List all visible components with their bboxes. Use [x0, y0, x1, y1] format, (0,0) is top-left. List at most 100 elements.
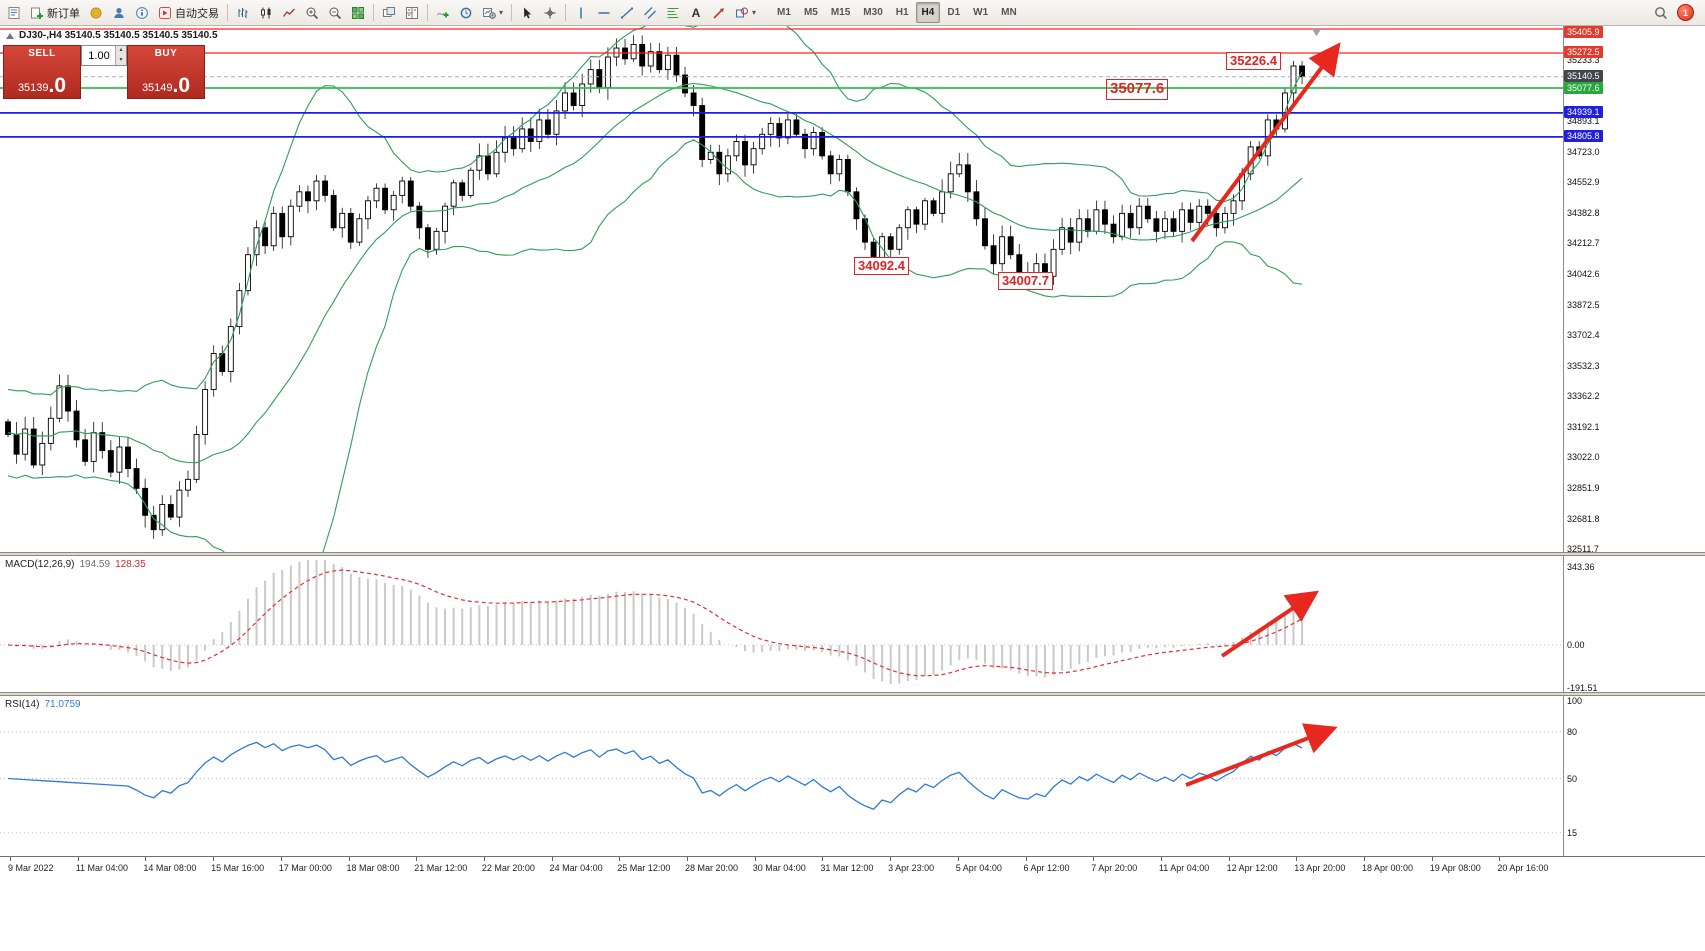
price-axis-tick: 34212.7 [1567, 238, 1600, 249]
line-chart-icon [282, 8, 295, 17]
price-axis-tick: 35233.3 [1567, 55, 1600, 66]
time-axis-tick [1296, 857, 1298, 861]
time-axis-tick [551, 857, 553, 861]
shapes-tool-button[interactable]: ▾ [731, 1, 760, 24]
price-annotation[interactable]: 34092.4 [854, 257, 909, 276]
toolbar-separator [427, 4, 428, 21]
crosshair-icon [544, 7, 556, 18]
candlestick-chart-button[interactable] [255, 1, 277, 24]
profile-button[interactable] [108, 1, 130, 24]
timeframe-h1[interactable]: H1 [895, 7, 909, 18]
report-button[interactable] [3, 1, 25, 24]
horizontal-line-tool-button[interactable] [593, 1, 615, 24]
timeframe-m5[interactable]: M5 [803, 7, 818, 18]
time-axis-tick [483, 857, 485, 861]
new-order-icon [31, 7, 43, 19]
zoom-out-icon [329, 7, 342, 19]
notification-badge[interactable]: 1 [1677, 4, 1694, 21]
timeframe-m1[interactable]: M1 [777, 7, 791, 18]
cursor-tool-button[interactable] [516, 1, 538, 24]
time-axis-label: 21 Mar 12:00 [414, 863, 468, 873]
time-axis-tick [348, 857, 350, 861]
time-axis-label: 11 Mar 04:00 [75, 863, 129, 873]
time-axis-tick [77, 857, 79, 861]
time-axis[interactable]: 9 Mar 2022 11 Mar 04:00 14 Mar 08:00 15 Mar… [0, 856, 1705, 876]
symbol-ohlc-text: DJ30-,H4 35140.5 35140.5 35140.5 35140.5 [19, 30, 218, 41]
price-annotation[interactable]: 34007.7 [998, 272, 1053, 291]
new-order-label: 新订单 [47, 7, 80, 20]
template-button[interactable]: ▾ [478, 1, 507, 24]
time-axis-label: 17 Mar 00:00 [278, 863, 332, 873]
time-axis-tick [687, 857, 688, 861]
panel-separator[interactable] [0, 692, 1705, 696]
toolbar-separator [227, 4, 228, 21]
zoom-out-button[interactable] [324, 1, 346, 24]
cascade-windows-button[interactable] [378, 1, 400, 24]
timeframe-h4[interactable]: H4 [915, 2, 941, 23]
period-button[interactable] [455, 1, 477, 24]
sell-price: 35139.0 [17, 74, 67, 97]
zoom-in-button[interactable] [301, 1, 323, 24]
price-annotation[interactable]: 35226.4 [1226, 52, 1281, 71]
price-line-badge: 35405.9 [1564, 26, 1603, 38]
rsi-chart-canvas[interactable] [0, 696, 1563, 856]
gold-button[interactable] [85, 1, 107, 24]
time-axis-tick [1160, 857, 1162, 861]
time-axis-tick [1228, 857, 1230, 861]
timeframe-bar: M1 M5 M15 M30 H1 H4 D1 W1 MN [771, 2, 1023, 23]
vertical-line-tool-button[interactable] [570, 1, 592, 24]
channel-tool-button[interactable] [639, 1, 661, 24]
rsi-value: 71.0759 [44, 699, 81, 710]
clock-icon [460, 7, 472, 18]
chart-shift-marker [1312, 29, 1321, 36]
bar-chart-button[interactable] [232, 1, 254, 24]
sell-button[interactable]: SELL 35139.0 [3, 45, 81, 99]
macd-main-value: 194.59 [79, 559, 111, 570]
buy-button[interactable]: BUY 35149.0 [127, 45, 205, 99]
arrange-windows-button[interactable] [401, 1, 423, 24]
tile-windows-button[interactable] [347, 1, 369, 24]
timeframe-m30[interactable]: M30 [863, 7, 883, 18]
chevron-down-icon: ▾ [499, 7, 504, 17]
volume-down-button[interactable]: ▾ [115, 55, 126, 65]
volume-up-button[interactable]: ▴ [115, 46, 126, 56]
panel-separator[interactable] [0, 552, 1705, 556]
macd-label: MACD(12,26,9) 194.59 128.35 [5, 559, 146, 570]
add-indicator-button[interactable] [432, 1, 454, 24]
arrow-tool-button[interactable] [708, 1, 730, 24]
time-axis-tick [280, 857, 282, 861]
timeframe-w1[interactable]: W1 [973, 7, 989, 18]
toolbar: 新订单 自动交易 [0, 0, 1705, 26]
time-axis-tick [1364, 857, 1365, 861]
tile-windows-icon [352, 6, 364, 19]
time-axis-tick [1499, 857, 1501, 861]
text-tool-icon: A [691, 5, 701, 20]
time-axis-label: 3 Apr 23:00 [888, 863, 935, 873]
timeframe-d1[interactable]: D1 [947, 7, 961, 18]
price-chart-canvas[interactable] [0, 26, 1563, 552]
zoom-in-icon [306, 7, 319, 19]
trendline-tool-button[interactable] [616, 1, 638, 24]
macd-chart-canvas[interactable] [0, 556, 1563, 692]
autotrading-button[interactable]: 自动交易 [154, 1, 223, 24]
time-axis-tick [890, 857, 892, 861]
time-axis-label: 13 Apr 20:00 [1294, 863, 1346, 873]
buy-price: 35149.0 [141, 74, 191, 97]
new-order-button[interactable]: 新订单 [26, 1, 84, 24]
text-tool-button[interactable]: A [685, 1, 707, 24]
crosshair-tool-button[interactable] [539, 1, 561, 24]
macd-axis-label: 343.36 [1567, 561, 1595, 572]
time-axis-tick [145, 857, 147, 861]
info-button[interactable] [131, 1, 153, 24]
fibonacci-tool-button[interactable] [662, 1, 684, 24]
price-line-badge: 35140.5 [1564, 70, 1603, 83]
line-chart-button[interactable] [278, 1, 300, 24]
time-axis-tick [10, 857, 11, 861]
timeframe-mn[interactable]: MN [1001, 7, 1017, 18]
toolbar-separator [373, 4, 374, 21]
time-axis-label: 12 Apr 12:00 [1226, 863, 1278, 873]
search-button[interactable] [1650, 1, 1672, 24]
price-annotation[interactable]: 35077.6 [1106, 79, 1169, 100]
timeframe-m15[interactable]: M15 [830, 7, 851, 18]
